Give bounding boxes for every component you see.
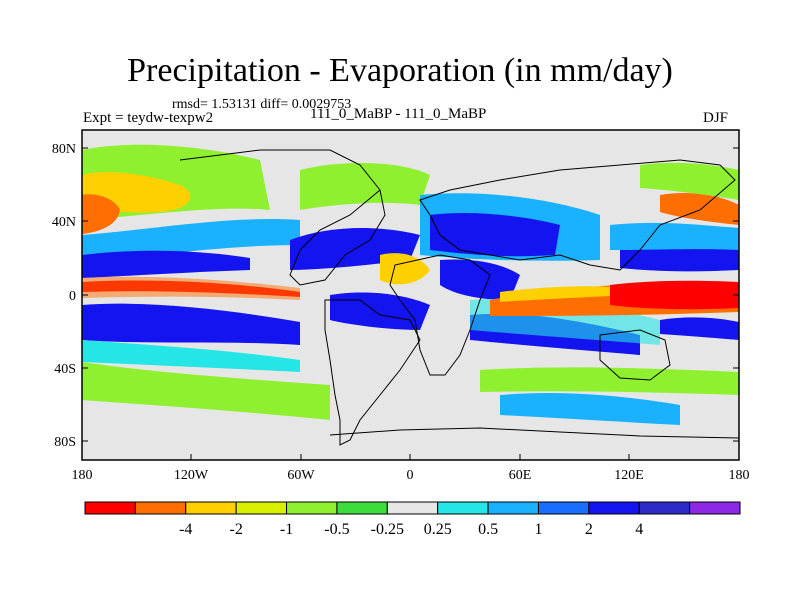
colorbar-swatch (286, 501, 338, 515)
eurasia-outline (419, 159, 736, 271)
colorbar-swatch (689, 501, 741, 515)
contour-region-yellow-wpac (500, 286, 610, 302)
colorbar-label: 4 (635, 521, 643, 538)
colorbar-label: -2 (229, 521, 242, 538)
contour-region-blue-spac (82, 303, 300, 345)
south-america-outline (324, 299, 421, 446)
experiment-label: Expt = teydw-texpw2 (83, 110, 214, 126)
lat-label-80s: 80S (54, 435, 76, 450)
contour-region-blue-asia (430, 213, 560, 257)
comparison-label: 111_0_MaBP - 111_0_MaBP (310, 106, 487, 122)
season-label: DJF (702, 110, 728, 126)
colorbar-label: -4 (179, 521, 192, 538)
colorbar-swatch (588, 501, 640, 515)
colorbar-label: -0.25 (371, 521, 404, 538)
contour-region-cyan-so (500, 393, 680, 425)
colorbar-label: 0.5 (478, 521, 498, 538)
contour-region-orange-epac (82, 276, 300, 300)
colorbar-label: 0.25 (424, 521, 452, 538)
contour-region-orange-npac (82, 194, 120, 234)
colorbar-label: -1 (280, 521, 293, 538)
lat-label-0: 0 (69, 289, 76, 304)
colorbar-swatch (235, 501, 288, 515)
contour-region-green-spac (82, 362, 330, 420)
contour-region-blue-npac-band (82, 250, 250, 278)
contour-region-cyan-wpac-north (610, 222, 739, 250)
contour-region-blue-satl (330, 292, 430, 330)
north-america-outline (179, 149, 386, 286)
lat-label-40n: 40N (52, 215, 76, 230)
lon-label-60w: 60W (287, 468, 315, 483)
colorbar-swatch (537, 501, 590, 515)
lat-label-40s: 40S (54, 362, 76, 377)
lon-label-120e: 120E (614, 468, 644, 483)
colorbar-label: 1 (534, 521, 542, 538)
contour-fill (82, 130, 739, 460)
lon-label-120w: 120W (174, 468, 209, 483)
colorbar-label: 2 (585, 521, 593, 538)
map-title: Precipitation - Evaporation (in mm/day) (127, 52, 673, 89)
contour-region-green-npac-east (640, 162, 739, 200)
contour-region-green-natl (300, 163, 430, 210)
lon-label-180w: 180 (72, 468, 93, 483)
colorbar: -4 -2 -1 -0.5 -0.25 0.25 0.5 1 2 4 (84, 501, 741, 538)
contour-region-cyan-spac (82, 340, 300, 372)
contour-region-blue-spac-far-east (660, 317, 739, 340)
colorbar-label: -0.5 (324, 521, 349, 538)
lon-label-60e: 60E (509, 468, 532, 483)
axis-ticks (81, 147, 740, 460)
lon-label-180e: 180 (729, 468, 750, 483)
contour-region-green-so (480, 367, 739, 395)
lat-label-80n: 80N (52, 142, 76, 157)
contour-region-blue-wpac-north (620, 244, 739, 272)
contour-region-blue-io (440, 259, 520, 300)
colorbar-swatch (84, 501, 136, 515)
colorbar-swatch (185, 501, 237, 515)
antarctica-outline (329, 427, 739, 439)
colorbar-swatch (638, 501, 691, 515)
contour-region-red-wpac (610, 280, 739, 310)
colorbar-swatch (134, 501, 187, 515)
colorbar-swatch (336, 501, 388, 515)
stats-line: rmsd= 1.53131 diff= 0.0029753 (172, 97, 352, 112)
colorbar-swatch (386, 501, 439, 515)
contour-region-orange-npac-east (660, 193, 739, 225)
colorbar-swatch (487, 501, 539, 515)
australia-outline (599, 329, 671, 381)
africa-outline (389, 254, 491, 376)
continent-outlines (179, 149, 739, 446)
colorbar-swatch (437, 501, 489, 515)
lon-label-0: 0 (407, 468, 414, 483)
